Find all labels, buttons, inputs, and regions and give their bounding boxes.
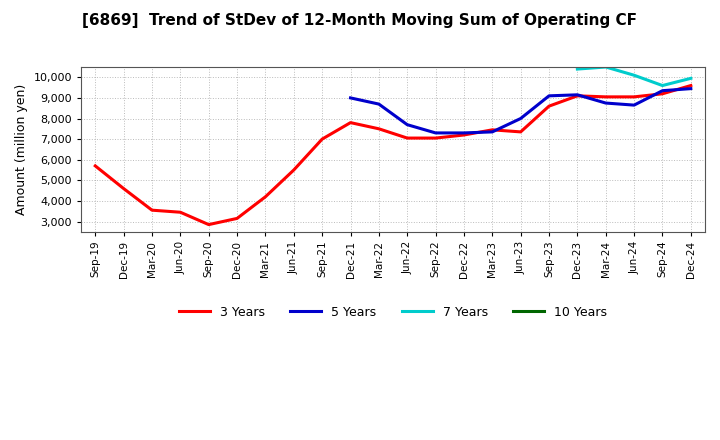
- 3 Years: [261, 194, 270, 199]
- 3 Years: [403, 136, 412, 141]
- 3 Years: [630, 94, 639, 99]
- 3 Years: [431, 136, 440, 141]
- Line: 3 Years: 3 Years: [95, 85, 690, 224]
- 3 Years: [148, 208, 156, 213]
- 3 Years: [459, 132, 468, 138]
- 5 Years: [573, 92, 582, 97]
- 5 Years: [601, 100, 610, 106]
- 7 Years: [658, 83, 667, 88]
- Legend: 3 Years, 5 Years, 7 Years, 10 Years: 3 Years, 5 Years, 7 Years, 10 Years: [174, 301, 612, 324]
- 3 Years: [488, 127, 497, 132]
- 3 Years: [233, 216, 241, 221]
- 3 Years: [573, 93, 582, 99]
- 3 Years: [176, 209, 184, 215]
- 5 Years: [459, 130, 468, 136]
- 7 Years: [573, 66, 582, 72]
- 3 Years: [91, 163, 99, 169]
- Text: [6869]  Trend of StDev of 12-Month Moving Sum of Operating CF: [6869] Trend of StDev of 12-Month Moving…: [83, 13, 637, 28]
- 3 Years: [658, 91, 667, 96]
- 3 Years: [601, 94, 610, 99]
- 3 Years: [346, 120, 355, 125]
- 3 Years: [120, 186, 128, 191]
- 7 Years: [601, 64, 610, 70]
- 3 Years: [686, 83, 695, 88]
- 3 Years: [289, 167, 298, 172]
- 5 Years: [403, 122, 412, 127]
- Line: 7 Years: 7 Years: [577, 67, 690, 85]
- 3 Years: [374, 126, 383, 132]
- Y-axis label: Amount (million yen): Amount (million yen): [15, 84, 28, 215]
- 5 Years: [516, 116, 525, 121]
- 5 Years: [686, 86, 695, 91]
- 3 Years: [516, 129, 525, 135]
- 5 Years: [545, 93, 554, 99]
- 5 Years: [630, 103, 639, 108]
- Line: 5 Years: 5 Years: [351, 88, 690, 133]
- 5 Years: [658, 88, 667, 93]
- 5 Years: [488, 129, 497, 135]
- 7 Years: [686, 76, 695, 81]
- 5 Years: [374, 102, 383, 107]
- 7 Years: [630, 73, 639, 78]
- 5 Years: [431, 130, 440, 136]
- 3 Years: [318, 136, 326, 142]
- 3 Years: [204, 222, 213, 227]
- 3 Years: [545, 103, 554, 109]
- 5 Years: [346, 95, 355, 101]
